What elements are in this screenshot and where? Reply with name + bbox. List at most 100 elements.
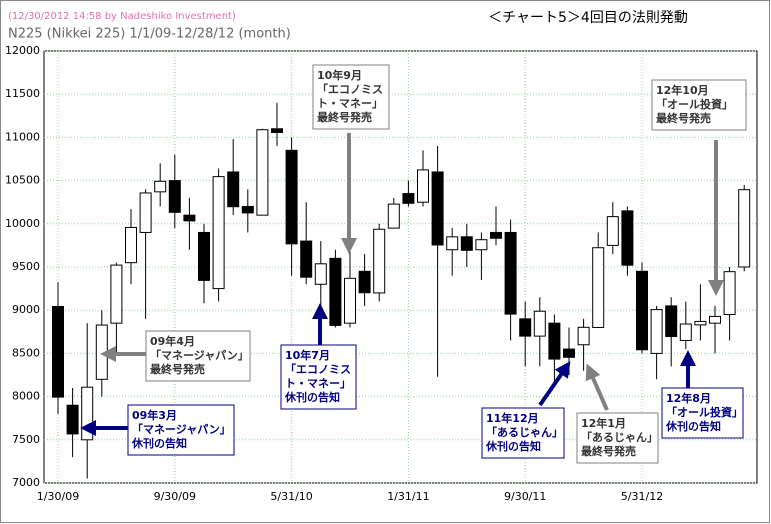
annotation-text: 休刊の告知 <box>131 436 187 450</box>
annotation-box <box>651 79 747 131</box>
y-tick-label: 10000 <box>5 217 40 230</box>
annotation-text: 最終号発売 <box>656 111 711 125</box>
candle-body <box>212 176 225 290</box>
candle-body <box>636 270 648 351</box>
y-tick-label: 10500 <box>5 174 40 187</box>
candle-body <box>344 277 356 324</box>
candle-body <box>256 129 269 216</box>
annotation-text: 「オール投資」 <box>666 405 743 419</box>
candle-body <box>402 193 415 204</box>
y-tick-label: 11000 <box>5 130 40 143</box>
caption: (12/30/2012 14:58 by Nadeshiko Investmen… <box>8 11 236 22</box>
y-tick-label: 12000 <box>5 44 40 57</box>
candle-body <box>606 216 619 246</box>
candle-body <box>373 228 386 294</box>
candle-body <box>183 214 196 222</box>
annotation-text: 10年9月 <box>317 68 362 82</box>
y-tick-label: 8000 <box>12 390 40 403</box>
subtitle: N225 (Nikkei 225) 1/1/09-12/28/12 (month… <box>8 27 291 42</box>
candle-body <box>154 180 167 193</box>
candle-body <box>227 171 240 208</box>
arrow <box>538 361 571 407</box>
candle-body <box>329 257 342 326</box>
y-tick-label: 9500 <box>12 260 40 273</box>
x-tick-label: 5/31/10 <box>270 490 312 503</box>
candle-body <box>358 270 371 294</box>
annotation-text: ト・マネー」 <box>285 377 351 390</box>
candle-body <box>519 318 532 337</box>
y-tick-label: 8500 <box>12 346 40 359</box>
candle-body <box>446 236 459 251</box>
annotation-text: 最終号発売 <box>581 444 636 458</box>
annotation-text: 「あるじゃん」 <box>486 425 563 439</box>
annotation-box <box>127 404 235 456</box>
candle-body <box>650 309 663 354</box>
annotation-box <box>312 64 390 130</box>
candle-body <box>490 231 502 239</box>
candle-body <box>168 180 181 213</box>
annotation-text: 最終号発売 <box>317 110 372 124</box>
annotation-text: 休刊の告知 <box>665 419 721 433</box>
candle-body <box>563 348 575 358</box>
annotation-box <box>481 407 565 459</box>
annotation-text: 12年10月 <box>656 83 709 97</box>
candle-body <box>592 247 605 328</box>
x-tick-label: 1/30/09 <box>37 490 79 503</box>
candle-body <box>679 323 692 341</box>
candle-body <box>198 231 210 281</box>
annotation-box <box>145 330 251 382</box>
annotation-text: ト・マネー」 <box>317 97 383 110</box>
annotation-box <box>280 344 357 410</box>
annotation-text: 09年3月 <box>132 408 177 422</box>
candle-body <box>285 149 298 245</box>
candle-body <box>548 322 561 360</box>
annotation-text: 「あるじゃん」 <box>581 430 658 444</box>
annotation-text: 09年4月 <box>150 334 195 348</box>
candle-body <box>504 231 517 315</box>
candle-body <box>475 239 488 251</box>
candle-body <box>460 236 473 251</box>
x-tick-label: 5/31/12 <box>621 490 663 503</box>
candle-body <box>417 169 429 203</box>
candle-body <box>387 203 400 229</box>
annotation-text: 「マネージャパン」 <box>132 422 231 436</box>
candle-body <box>738 189 751 268</box>
x-tick-label: 1/31/11 <box>387 490 429 503</box>
candle-body <box>66 404 79 435</box>
annotation-text: 最終号発売 <box>150 362 205 376</box>
y-tick-label: 9000 <box>12 303 40 316</box>
candle-body <box>533 310 546 337</box>
y-tick-label: 11500 <box>5 87 40 100</box>
annotation-text: 12年8月 <box>666 391 711 405</box>
y-tick-label: 7500 <box>12 433 40 446</box>
candle-body <box>52 305 64 398</box>
x-tick-label: 9/30/09 <box>154 490 196 503</box>
candle-body <box>723 271 736 316</box>
annotation-text: 「エコノミス <box>285 362 351 376</box>
candle-body <box>81 386 94 441</box>
annotation-text: 11年12月 <box>486 411 539 425</box>
candle-body <box>577 326 590 346</box>
candle-body <box>621 210 634 266</box>
annotation-text: 「オール投資」 <box>656 97 733 111</box>
candle-body <box>241 206 254 214</box>
candle-body <box>95 324 108 380</box>
candle-body <box>125 226 137 264</box>
candle-body <box>665 305 678 338</box>
candle-body <box>314 263 327 285</box>
y-tick-label: 7000 <box>12 476 40 489</box>
candle-body <box>431 171 444 246</box>
candle-body <box>139 192 152 233</box>
annotation-text: 12年1月 <box>581 416 626 430</box>
candle-body <box>709 315 721 324</box>
candle-body <box>110 264 123 324</box>
annotation-box <box>661 387 744 439</box>
candle-body <box>300 240 313 278</box>
annotation-text: 「マネージャパン」 <box>150 348 249 362</box>
annotation-text: 休刊の告知 <box>485 439 541 453</box>
chart-title: ＜チャート5＞4回目の法則発動 <box>488 10 688 26</box>
arrow <box>585 363 609 411</box>
candle-body <box>271 128 283 133</box>
x-tick-label: 9/30/11 <box>504 490 546 503</box>
